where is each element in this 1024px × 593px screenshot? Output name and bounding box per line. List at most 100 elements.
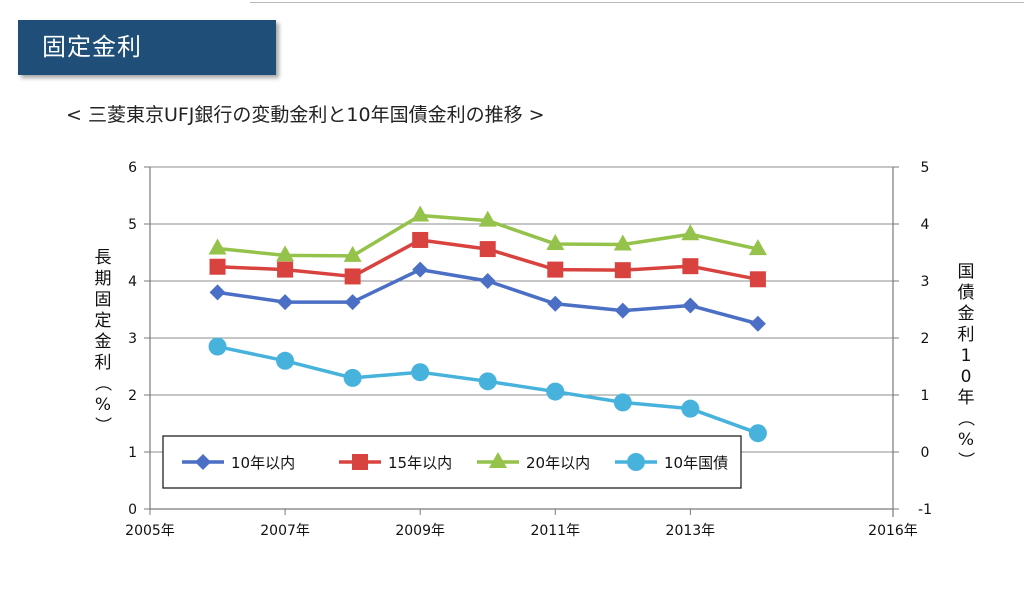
legend-label: 10年国債 bbox=[664, 454, 728, 472]
triangle-marker bbox=[748, 239, 767, 256]
axis-title-char: （ bbox=[955, 410, 975, 427]
axis-title-char: 1 bbox=[961, 346, 972, 366]
square-marker bbox=[352, 454, 368, 470]
legend-label: 20年以内 bbox=[526, 454, 590, 472]
triangle-marker bbox=[489, 452, 507, 468]
left-tick-label: 0 bbox=[128, 502, 137, 518]
slide-title: 固定金利 bbox=[18, 20, 276, 75]
triangle-marker bbox=[613, 234, 632, 251]
square-marker bbox=[479, 241, 496, 258]
axis-title-char: 0 bbox=[961, 367, 972, 387]
diamond-marker bbox=[209, 284, 226, 301]
right-tick-label: 1 bbox=[921, 388, 930, 404]
series-15年以内 bbox=[209, 231, 766, 288]
triangle-marker bbox=[208, 238, 227, 255]
circle-marker bbox=[478, 372, 497, 391]
axis-title-char: 期 bbox=[95, 269, 112, 289]
circle-marker bbox=[748, 424, 767, 443]
left-tick-label: 5 bbox=[128, 217, 137, 233]
diamond-marker bbox=[195, 454, 211, 470]
chart-subtitle: < 三菱東京UFJ銀行の変動金利と10年国債金利の推移 > bbox=[66, 104, 545, 126]
square-marker bbox=[412, 231, 429, 248]
triangle-marker bbox=[411, 205, 430, 222]
right-tick-label: 4 bbox=[921, 217, 930, 233]
circle-marker bbox=[208, 337, 227, 356]
right-tick-label: 5 bbox=[921, 160, 930, 176]
axis-title-char: （ bbox=[92, 375, 112, 392]
square-marker bbox=[277, 261, 294, 278]
axis-title-char: 利 bbox=[95, 353, 112, 373]
diamond-marker bbox=[749, 315, 766, 332]
triangle-marker bbox=[343, 245, 362, 262]
top-divider bbox=[250, 2, 1024, 3]
legend-item: 20年以内 bbox=[477, 452, 590, 472]
axis-title-char: 固 bbox=[95, 290, 112, 310]
circle-marker bbox=[343, 368, 362, 387]
right-tick-label: 2 bbox=[921, 331, 930, 347]
square-marker bbox=[682, 258, 699, 275]
axis-title-char: 国 bbox=[958, 262, 975, 282]
x-tick-label: 2009年 bbox=[395, 523, 445, 539]
square-marker bbox=[344, 268, 361, 285]
left-tick-label: 3 bbox=[128, 331, 137, 347]
x-tick-label: 2005年 bbox=[125, 523, 175, 539]
diamond-marker bbox=[412, 261, 429, 278]
series-20年以内 bbox=[208, 205, 767, 262]
axis-title-char: 定 bbox=[95, 311, 112, 331]
circle-marker bbox=[546, 382, 565, 401]
axis-title-char: 長 bbox=[95, 248, 112, 268]
left-tick-label: 2 bbox=[128, 388, 137, 404]
triangle-marker bbox=[478, 210, 497, 227]
x-tick-label: 2011年 bbox=[530, 523, 580, 539]
left-tick-label: 1 bbox=[128, 445, 137, 461]
legend-label: 15年以内 bbox=[388, 454, 452, 472]
series-layer bbox=[208, 205, 767, 443]
legend-item: 10年国債 bbox=[615, 453, 728, 472]
axis-title-char: 金 bbox=[958, 304, 975, 324]
square-marker bbox=[209, 258, 226, 275]
x-tick-label: 2013年 bbox=[666, 523, 716, 539]
left-tick-label: 6 bbox=[128, 160, 137, 176]
legend-label: 10年以内 bbox=[231, 454, 295, 472]
axis-title-char: 年 bbox=[958, 388, 975, 408]
triangle-marker bbox=[681, 224, 700, 241]
axis-title-char: % bbox=[95, 395, 111, 415]
right-tick-label: 0 bbox=[921, 445, 930, 461]
diamond-marker bbox=[614, 302, 631, 319]
axis-title-char: ） bbox=[92, 417, 112, 434]
legend-item: 10年以内 bbox=[182, 454, 295, 472]
circle-marker bbox=[681, 399, 700, 418]
circle-marker bbox=[627, 453, 645, 471]
circle-marker bbox=[411, 363, 430, 382]
right-tick-label: 3 bbox=[921, 274, 930, 290]
x-tick-label: 2016年 bbox=[868, 523, 918, 539]
square-marker bbox=[614, 262, 631, 279]
diamond-marker bbox=[547, 295, 564, 312]
left-tick-label: 4 bbox=[128, 274, 137, 290]
right-tick-label: -1 bbox=[918, 502, 932, 518]
square-marker bbox=[547, 261, 564, 278]
axis-title-char: % bbox=[958, 430, 974, 450]
circle-marker bbox=[276, 351, 295, 370]
diamond-marker bbox=[479, 273, 496, 289]
axis-title-char: ） bbox=[955, 452, 975, 469]
circle-marker bbox=[613, 393, 632, 412]
square-marker bbox=[749, 271, 766, 288]
legend: 10年以内 15年以内 20年以内 10年国債 bbox=[162, 435, 742, 489]
triangle-marker bbox=[546, 233, 565, 250]
triangle-marker bbox=[276, 245, 295, 262]
diamond-marker bbox=[277, 294, 294, 311]
series-10年国債 bbox=[208, 337, 767, 443]
diamond-marker bbox=[682, 297, 699, 314]
axis-title-char: 債 bbox=[958, 283, 975, 303]
legend-item: 15年以内 bbox=[339, 454, 452, 472]
grid-lines bbox=[150, 166, 893, 453]
diamond-marker bbox=[344, 294, 361, 311]
x-tick-label: 2007年 bbox=[260, 523, 310, 539]
axis-title-char: 金 bbox=[95, 332, 112, 352]
series-10年以内 bbox=[209, 261, 766, 332]
